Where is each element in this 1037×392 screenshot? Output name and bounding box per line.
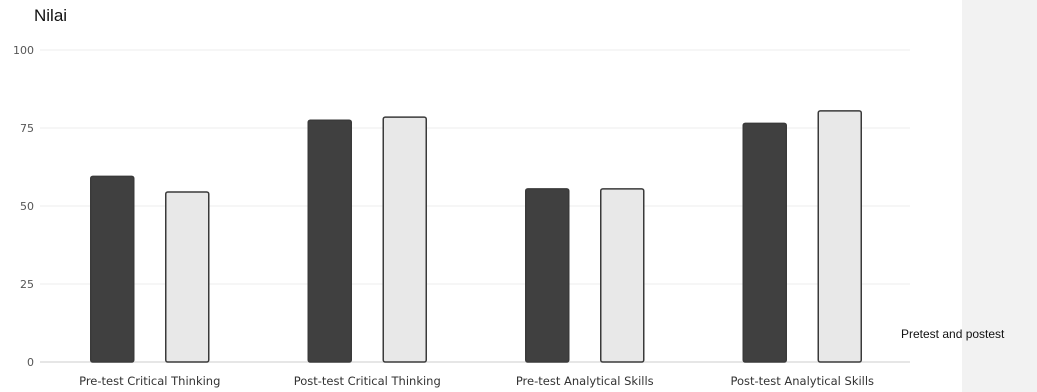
y-tick-label: 75 [20,122,34,135]
y-tick-label: 25 [20,278,34,291]
bar [382,116,427,363]
x-category-label: Post-test Analytical Skills [730,374,874,388]
bar [600,188,645,363]
y-axis-ticks: 0 25 50 75 100 [13,44,34,369]
bars [90,110,862,363]
x-axis-labels: Pre-test Critical Thinking Post-test Crit… [79,374,874,388]
bar [307,119,352,363]
chart-title: Nilai [34,6,68,25]
side-panel [962,0,1037,392]
y-tick-label: 100 [13,44,34,57]
bar [525,188,570,363]
x-category-label: Post-test Critical Thinking [294,374,441,388]
bar [742,122,787,363]
x-category-label: Pre-test Analytical Skills [516,374,654,388]
x-category-label: Pre-test Critical Thinking [79,374,220,388]
chart-caption: Pretest and postest [901,327,1005,341]
bar [165,191,210,363]
y-tick-label: 0 [27,356,34,369]
bar [90,175,135,363]
bar-chart: 0 25 50 75 100 Pre-test Critical Thinking Pos… [13,44,910,388]
bar [817,110,862,363]
y-tick-label: 50 [20,200,34,213]
